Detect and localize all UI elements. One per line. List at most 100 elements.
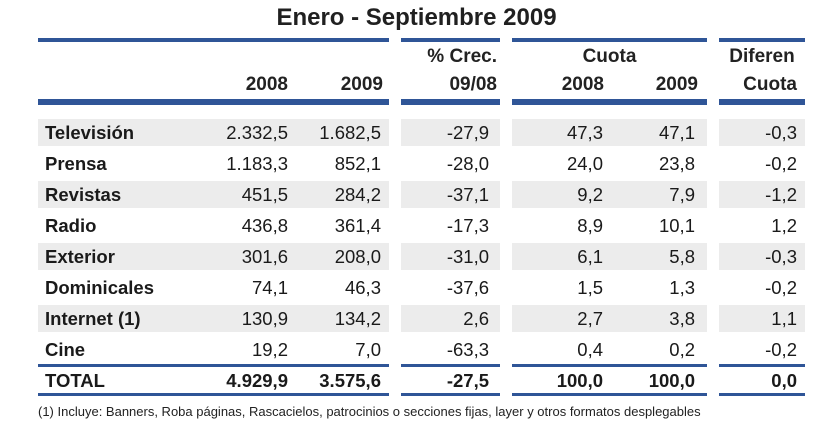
- total-bottom-band-left: [38, 393, 389, 396]
- value-crec: -17,3: [446, 215, 489, 236]
- table-row: Revistas 451,5 284,2 -37,1 9,2 7,9 -1,2: [0, 181, 833, 208]
- total-label: TOTAL: [45, 370, 105, 391]
- row-shade-exterior: [719, 243, 805, 270]
- value-2008: 19,2: [251, 339, 288, 360]
- header-bottom-band-crec: [401, 99, 500, 105]
- value-crec: 2,6: [463, 308, 489, 329]
- value-dif: -0,2: [765, 339, 797, 360]
- row-label: Exterior: [45, 246, 115, 267]
- row-shade-televisión: [719, 119, 805, 146]
- row-label: Radio: [45, 215, 97, 236]
- table-row: Televisión 2.332,5 1.682,5 -27,9 47,3 47…: [0, 119, 833, 146]
- value-cuota-2008: 8,9: [577, 215, 603, 236]
- table-row: Internet (1) 130,9 134,2 2,6 2,7 3,8 1,1: [0, 305, 833, 332]
- header-band-cuota: [512, 38, 707, 42]
- row-label: Televisión: [45, 122, 135, 143]
- row-label: Prensa: [45, 153, 107, 174]
- total-band-cuota: [512, 364, 707, 367]
- header-cuota: Cuota: [582, 46, 637, 67]
- value-cuota-2008: 47,3: [566, 122, 603, 143]
- value-2008: 130,9: [241, 308, 288, 329]
- value-cuota-2009: 7,9: [669, 184, 695, 205]
- value-2009: 7,0: [355, 339, 381, 360]
- row-shade-televisión: [512, 119, 707, 146]
- total-crec: -27,5: [446, 370, 489, 391]
- row-shade-revistas: [719, 181, 805, 208]
- value-crec: -37,6: [446, 277, 489, 298]
- value-crec: -63,3: [446, 339, 489, 360]
- value-2009: 1.682,5: [319, 122, 381, 143]
- total-2008: 4.929,9: [226, 370, 288, 391]
- total-bottom-band-dif: [719, 393, 805, 396]
- row-shade-televisión: [401, 119, 500, 146]
- header-band-dif: [719, 38, 805, 42]
- value-cuota-2008: 24,0: [566, 153, 603, 174]
- value-2009: 852,1: [334, 153, 381, 174]
- header-bottom-band-dif: [719, 99, 805, 105]
- row-label: Dominicales: [45, 277, 154, 298]
- value-dif: 1,1: [771, 308, 797, 329]
- header-bottom-band-cuota: [512, 99, 707, 105]
- value-2008: 1.183,3: [226, 153, 288, 174]
- value-2008: 301,6: [241, 246, 288, 267]
- table-title: Enero - Septiembre 2009: [276, 4, 557, 31]
- value-dif: -0,2: [765, 277, 797, 298]
- value-dif: -0,2: [765, 153, 797, 174]
- footnote: (1) Incluye: Banners, Roba páginas, Rasc…: [38, 404, 701, 419]
- value-2008: 436,8: [241, 215, 288, 236]
- value-dif: -1,2: [765, 184, 797, 205]
- table-row: Radio 436,8 361,4 -17,3 8,9 10,1 1,2: [0, 212, 833, 239]
- value-cuota-2008: 9,2: [577, 184, 603, 205]
- row-shade-revistas: [38, 181, 389, 208]
- header-cuota-2008: 2008: [561, 74, 604, 95]
- row-label: Internet (1): [45, 308, 141, 329]
- row-label: Revistas: [45, 184, 122, 205]
- value-cuota-2008: 6,1: [577, 246, 603, 267]
- total-band-crec: [401, 364, 500, 367]
- header-bottom-band-left: [38, 99, 389, 105]
- row-shade-televisión: [38, 119, 389, 146]
- total-dif: 0,0: [771, 370, 797, 391]
- row-shade-internet: [719, 305, 805, 332]
- value-2008: 74,1: [251, 277, 288, 298]
- value-crec: -28,0: [446, 153, 489, 174]
- header-dif-bottom: Cuota: [743, 74, 797, 95]
- total-2009: 3.575,6: [319, 370, 381, 391]
- value-dif: -0,3: [765, 122, 797, 143]
- value-cuota-2009: 5,8: [669, 246, 695, 267]
- header-2009: 2009: [340, 74, 383, 95]
- row-shade-revistas: [512, 181, 707, 208]
- value-cuota-2009: 3,8: [669, 308, 695, 329]
- header-dif-top: Diferen: [729, 46, 795, 67]
- value-cuota-2009: 10,1: [658, 215, 695, 236]
- value-cuota-2008: 2,7: [577, 308, 603, 329]
- value-2009: 46,3: [344, 277, 381, 298]
- row-shade-internet: [38, 305, 389, 332]
- value-dif: 1,2: [771, 215, 797, 236]
- header-band-crec: [401, 38, 500, 42]
- row-shade-exterior: [38, 243, 389, 270]
- value-2008: 2.332,5: [226, 122, 288, 143]
- total-bottom-band-cuota: [512, 393, 707, 396]
- value-2009: 208,0: [334, 246, 381, 267]
- header-band-left: [38, 38, 389, 42]
- value-crec: -27,9: [446, 122, 489, 143]
- total-band-dif: [719, 364, 805, 367]
- table-row: Prensa 1.183,3 852,1 -28,0 24,0 23,8 -0,…: [0, 150, 833, 177]
- value-cuota-2009: 23,8: [658, 153, 695, 174]
- header-2008: 2008: [245, 74, 288, 95]
- value-crec: -31,0: [446, 246, 489, 267]
- value-cuota-2008: 0,4: [577, 339, 603, 360]
- total-bottom-band-crec: [401, 393, 500, 396]
- header-cuota-2009: 2009: [655, 74, 698, 95]
- value-2009: 134,2: [334, 308, 381, 329]
- row-label: Cine: [45, 339, 86, 360]
- header-crec-top: % Crec.: [427, 46, 497, 67]
- value-2009: 361,4: [334, 215, 381, 236]
- row-shade-revistas: [401, 181, 500, 208]
- total-cuota-2008: 100,0: [556, 370, 603, 391]
- total-band-left: [38, 364, 389, 367]
- total-cuota-2009: 100,0: [648, 370, 695, 391]
- value-crec: -37,1: [446, 184, 489, 205]
- row-shade-internet: [401, 305, 500, 332]
